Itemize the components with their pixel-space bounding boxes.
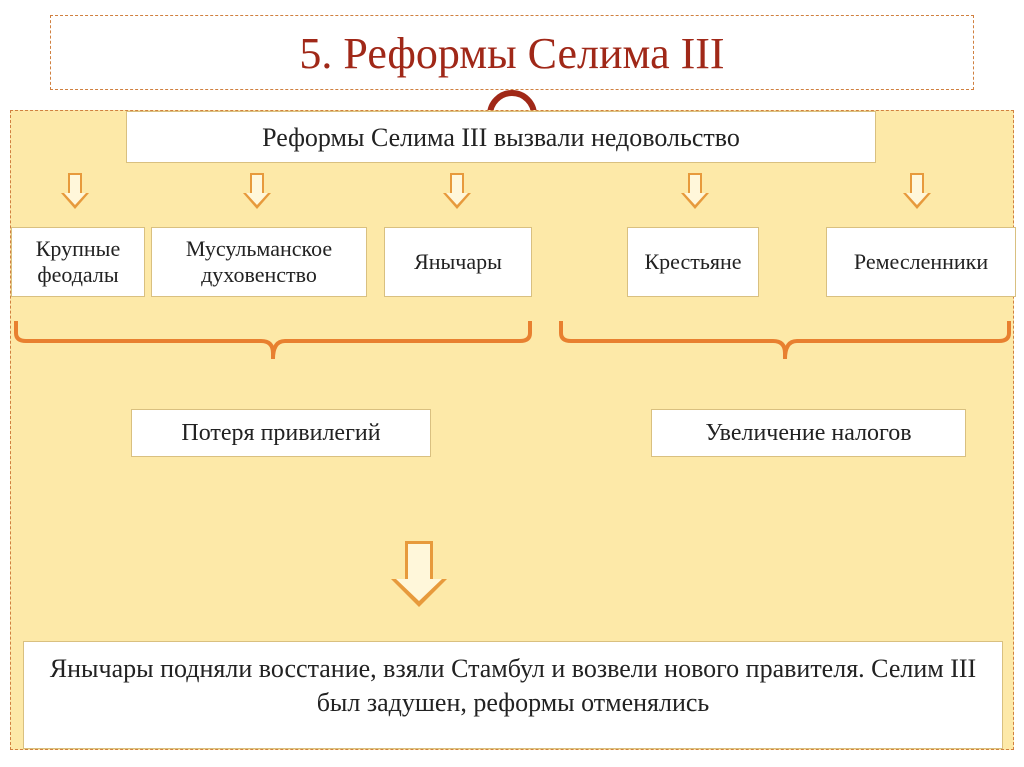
conclusion-text: Янычары подняли восстание, взяли Стамбул…: [50, 654, 976, 717]
down-arrow-icon: [903, 173, 931, 211]
group-box: Мусульманское духовенство: [151, 227, 367, 297]
main-panel: Реформы Селима III вызвали недовольство …: [10, 110, 1014, 750]
title-box: 5. Реформы Селима III: [50, 15, 974, 90]
down-arrow-icon: [61, 173, 89, 211]
group-label: Янычары: [414, 249, 502, 275]
brace-icon: [556, 321, 1014, 361]
down-arrow-icon: [681, 173, 709, 211]
group-label: Крупные феодалы: [14, 236, 142, 289]
down-arrow-icon: [443, 173, 471, 211]
result-label: Увеличение налогов: [705, 420, 911, 447]
result-label: Потеря привилегий: [181, 420, 380, 447]
group-label: Мусульманское духовенство: [154, 236, 364, 289]
subtitle-box: Реформы Селима III вызвали недовольство: [126, 111, 876, 163]
result-box: Увеличение налогов: [651, 409, 966, 457]
arrow-row: [11, 173, 1013, 217]
group-label: Крестьяне: [644, 249, 741, 275]
group-box: Янычары: [384, 227, 532, 297]
page-title: 5. Реформы Селима III: [299, 29, 724, 78]
subtitle-text: Реформы Селима III вызвали недовольство: [262, 123, 740, 152]
group-box: Крестьяне: [627, 227, 759, 297]
result-box: Потеря привилегий: [131, 409, 431, 457]
group-box: Крупные феодалы: [11, 227, 145, 297]
group-label: Ремесленники: [854, 249, 988, 275]
down-arrow-icon: [243, 173, 271, 211]
conclusion-box: Янычары подняли восстание, взяли Стамбул…: [23, 641, 1003, 749]
conclusion-arrow-icon: [391, 541, 447, 611]
brace-icon: [11, 321, 535, 361]
group-box: Ремесленники: [826, 227, 1016, 297]
